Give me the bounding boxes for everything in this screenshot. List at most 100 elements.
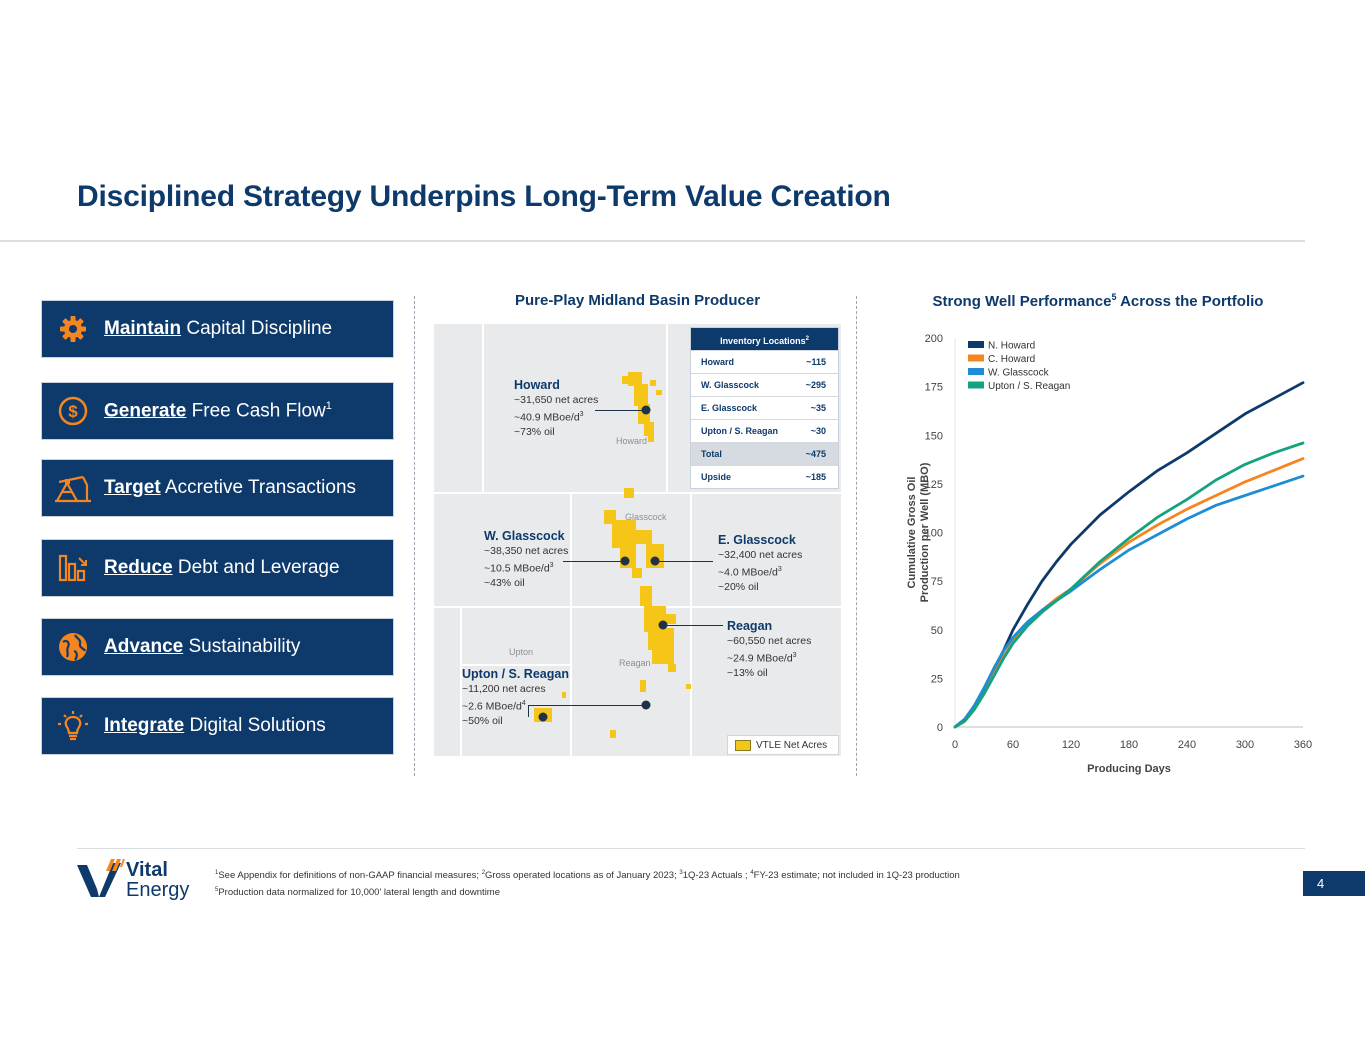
strategy-text: Accretive Transactions [164, 477, 357, 498]
y-tick-label: 125 [925, 479, 943, 491]
series-line-c-howard [953, 457, 1305, 729]
county-label-howard: Howard [616, 436, 648, 446]
strategy-keyword: Maintain [104, 318, 182, 339]
location-marker-wglasscock [620, 556, 630, 566]
footnote-text: 1Q-23 Actuals ; [682, 870, 751, 882]
county-label-upton: Upton [509, 647, 534, 657]
strategy-item-advance: Advance Sustainability [41, 618, 394, 676]
legend-label: Upton / S. Reagan [988, 381, 1070, 392]
vital-energy-logo: Vital Energy [126, 860, 189, 900]
strategy-text: Debt and Leverage [177, 557, 340, 578]
inventory-row: Upton / S. Reagan ~30 [691, 419, 838, 442]
annotation-oil: ~50% oil [462, 714, 503, 727]
leader-line [528, 705, 646, 706]
annotation-production: ~40.9 MBoe/d [514, 411, 580, 423]
location-marker-upton-end [641, 700, 651, 710]
annotation-name: Upton / S. Reagan [462, 667, 569, 681]
globe-icon [42, 618, 104, 676]
footnote-number: 2 [481, 870, 486, 876]
annotation-upton: Upton / S. Reagan ~11,200 net acres ~2.6… [462, 666, 569, 728]
y-tick-label: 75 [931, 576, 943, 588]
legend-swatch [968, 341, 984, 348]
acreage-block [640, 586, 652, 606]
acreage-block [562, 692, 566, 698]
county-boundary [570, 492, 572, 756]
acreage-block [648, 628, 674, 650]
annotation-oil: ~13% oil [727, 666, 768, 679]
legend-swatch [968, 381, 984, 389]
annotation-name: Reagan [727, 619, 773, 633]
chart-title-part: Across the Portfolio [1116, 293, 1264, 310]
county-boundary [434, 492, 841, 494]
footnote-ref: 3 [792, 651, 797, 659]
lightbulb-icon [42, 697, 104, 755]
x-tick-label: 120 [1062, 739, 1080, 751]
annotation-oil: ~73% oil [514, 425, 555, 438]
annotation-acres: ~38,350 net acres [484, 545, 569, 557]
leader-line [595, 410, 646, 411]
acreage-block [650, 380, 656, 386]
acreage-block [628, 372, 642, 386]
x-tick-label: 360 [1294, 739, 1312, 751]
logo-line2: Energy [126, 879, 190, 901]
map-legend: VTLE Net Acres [727, 735, 839, 755]
county-boundary [460, 608, 462, 756]
chart-title-part: Strong Well Performance [932, 293, 1112, 310]
acreage-block [656, 390, 662, 395]
annotation-howard: Howard ~31,650 net acres ~40.9 MBoe/d3 ~… [514, 377, 598, 439]
footnote-ref: 5 [1111, 292, 1117, 302]
county-boundary [462, 664, 570, 666]
inventory-row: Upside ~185 [691, 465, 838, 488]
inventory-label: W. Glasscock [701, 380, 760, 390]
footnote-ref: 3 [579, 410, 584, 418]
well-performance-chart: 0 25 50 75 100 125 150 175 200 0 60 120 180 240 300 360… [906, 333, 1312, 775]
y-tick-label: 175 [925, 382, 943, 394]
logo-line1: Vital [126, 859, 168, 881]
footnote-number: 5 [215, 887, 219, 894]
inventory-header: Inventory Locations2 [691, 328, 838, 350]
strategy-keyword: Target [104, 477, 161, 498]
footnote-ref: 3 [549, 561, 554, 569]
series-line-upton-s-reagan [953, 441, 1305, 729]
annotation-name: W. Glasscock [484, 529, 565, 543]
y-tick-label: 25 [931, 673, 943, 685]
leader-line [563, 561, 625, 562]
annotation-acres: ~60,550 net acres [727, 635, 812, 647]
annotation-production: ~4.0 MBoe/d [718, 566, 778, 578]
acreage-block [610, 730, 616, 738]
footnote-ref: 4 [521, 699, 526, 707]
leader-line [663, 625, 723, 626]
y-tick-label: 100 [925, 528, 943, 540]
footnotes: 1See Appendix for definitions of non-GAA… [215, 866, 960, 900]
section-divider [856, 296, 857, 776]
page-number: 4 [1303, 871, 1365, 896]
acreage-block [632, 568, 642, 578]
acreage-block [686, 684, 691, 689]
inventory-table: Inventory Locations2 Howard ~115 W. Glass… [690, 327, 839, 489]
vital-energy-logo-icon [77, 859, 125, 897]
x-axis-label: Producing Days [1087, 763, 1171, 775]
annotation-name: E. Glasscock [718, 533, 796, 547]
inventory-row: Howard ~115 [691, 350, 838, 373]
dollar-icon: $ [42, 382, 104, 440]
acreage-block [652, 646, 674, 664]
inventory-label: Howard [701, 357, 735, 367]
acreage-block [640, 680, 646, 692]
footnote-ref: 1 [325, 399, 332, 412]
strategy-item-integrate: Integrate Digital Solutions [41, 697, 394, 755]
chart-title: Strong Well Performance5 Across the Port… [880, 292, 1316, 310]
location-marker-howard [641, 405, 651, 415]
acreage-block [668, 664, 676, 672]
map-legend-label: VTLE Net Acres [756, 739, 828, 751]
series-line-n-howard [953, 381, 1305, 729]
inventory-row-total: Total ~475 [691, 442, 838, 465]
declining-bar-chart-icon [42, 539, 104, 597]
annotation-reagan: Reagan ~60,550 net acres ~24.9 MBoe/d3 ~… [727, 618, 811, 680]
strategy-text: Free Cash Flow [191, 400, 326, 422]
x-tick-label: 180 [1120, 739, 1138, 751]
strategy-text: Digital Solutions [189, 715, 326, 736]
annotation-acres: ~31,650 net acres [514, 394, 599, 406]
inventory-value: ~35 [810, 403, 826, 413]
legend-label: C. Howard [988, 354, 1035, 365]
acreage-block [622, 376, 632, 384]
